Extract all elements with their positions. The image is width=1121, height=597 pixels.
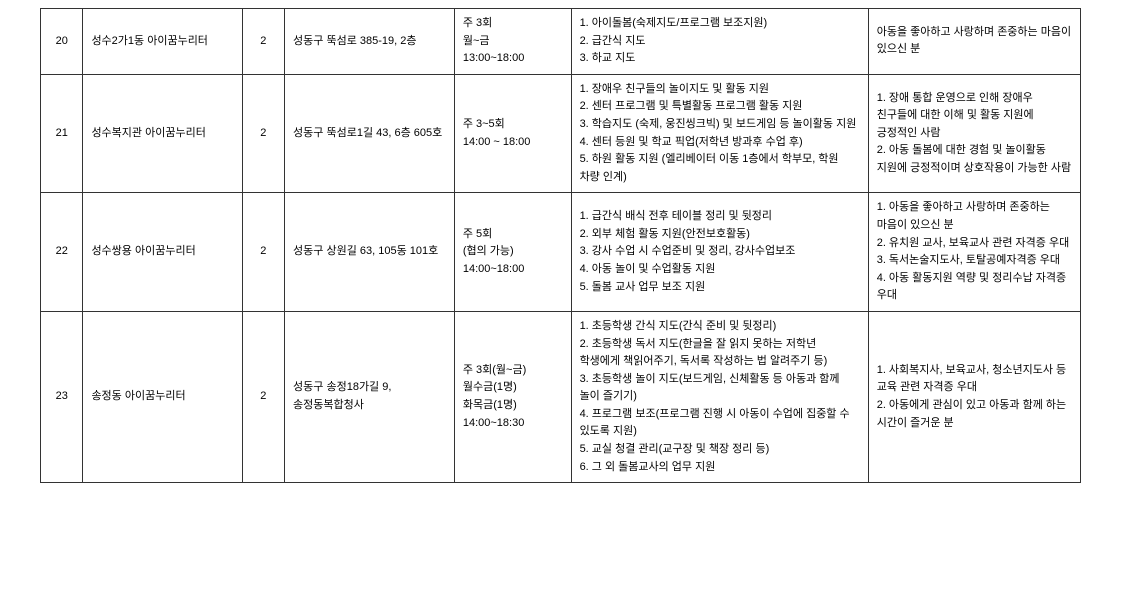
- table-row: 23송정동 아이꿈누리터2성동구 송정18가길 9, 송정동복합청사주 3회(월…: [41, 311, 1081, 482]
- address: 성동구 뚝섬로 385-19, 2층: [285, 9, 455, 75]
- duties: 1. 급간식 배식 전후 테이블 정리 및 뒷정리 2. 외부 체험 활동 지원…: [571, 193, 868, 312]
- qualifications: 1. 사회복지사, 보육교사, 청소년지도사 등 교육 관련 자격증 우대 2.…: [868, 311, 1080, 482]
- row-number: 23: [41, 311, 83, 482]
- row-number: 20: [41, 9, 83, 75]
- row-number: 22: [41, 193, 83, 312]
- facility-name: 송정동 아이꿈누리터: [83, 311, 242, 482]
- qualifications: 아동을 좋아하고 사랑하며 존중하는 마음이 있으신 분: [868, 9, 1080, 75]
- duties: 1. 아이돌봄(숙제지도/프로그램 보조지원) 2. 급간식 지도 3. 하교 …: [571, 9, 868, 75]
- recruit-count: 2: [242, 311, 284, 482]
- qualifications: 1. 아동을 좋아하고 사랑하며 존중하는 마음이 있으신 분 2. 유치원 교…: [868, 193, 1080, 312]
- row-number: 21: [41, 74, 83, 193]
- recruit-count: 2: [242, 9, 284, 75]
- facility-name: 성수쌍용 아이꿈누리터: [83, 193, 242, 312]
- facility-name: 성수2가1동 아이꿈누리터: [83, 9, 242, 75]
- qualifications: 1. 장애 통합 운영으로 인해 장애우 친구들에 대한 이해 및 활동 지원에…: [868, 74, 1080, 193]
- address: 성동구 송정18가길 9, 송정동복합청사: [285, 311, 455, 482]
- table-row: 21성수복지관 아이꿈누리터2성동구 뚝섬로1길 43, 6층 605호주 3~…: [41, 74, 1081, 193]
- work-time: 주 3회(월~금) 월수금(1명) 화목금(1명) 14:00~18:30: [454, 311, 571, 482]
- duties: 1. 초등학생 간식 지도(간식 준비 및 뒷정리) 2. 초등학생 독서 지도…: [571, 311, 868, 482]
- duties: 1. 장애우 친구들의 놀이지도 및 활동 지원 2. 센터 프로그램 및 특별…: [571, 74, 868, 193]
- recruit-count: 2: [242, 74, 284, 193]
- table-row: 22성수쌍용 아이꿈누리터2성동구 상원길 63, 105동 101호주 5회 …: [41, 193, 1081, 312]
- recruit-count: 2: [242, 193, 284, 312]
- work-time: 주 5회 (협의 가능) 14:00~18:00: [454, 193, 571, 312]
- address: 성동구 뚝섬로1길 43, 6층 605호: [285, 74, 455, 193]
- facility-table: 20성수2가1동 아이꿈누리터2성동구 뚝섬로 385-19, 2층주 3회 월…: [40, 8, 1081, 483]
- work-time: 주 3회 월~금 13:00~18:00: [454, 9, 571, 75]
- facility-name: 성수복지관 아이꿈누리터: [83, 74, 242, 193]
- work-time: 주 3~5회 14:00 ~ 18:00: [454, 74, 571, 193]
- table-row: 20성수2가1동 아이꿈누리터2성동구 뚝섬로 385-19, 2층주 3회 월…: [41, 9, 1081, 75]
- address: 성동구 상원길 63, 105동 101호: [285, 193, 455, 312]
